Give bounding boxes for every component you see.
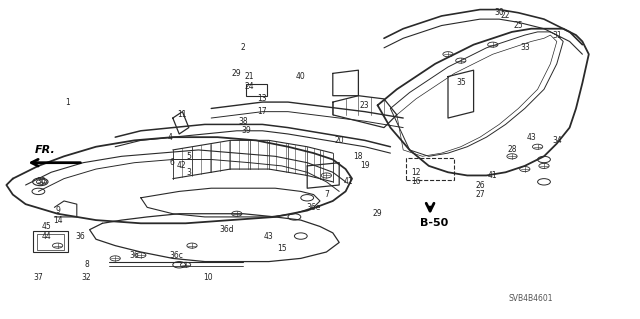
Text: 27: 27 (475, 190, 485, 199)
Bar (33, 231, 68, 252)
Text: 43: 43 (264, 232, 274, 241)
Text: FR.: FR. (35, 145, 56, 155)
Text: 42: 42 (176, 161, 186, 170)
Text: 7: 7 (324, 190, 329, 199)
Text: 34: 34 (552, 136, 562, 145)
Text: 5: 5 (186, 152, 191, 161)
Text: 20: 20 (334, 136, 344, 145)
Text: 28: 28 (508, 145, 516, 154)
Text: 26: 26 (475, 181, 485, 189)
Text: 31: 31 (552, 31, 562, 40)
Text: 16: 16 (411, 177, 421, 186)
Text: 8: 8 (84, 260, 89, 269)
Text: 36d: 36d (220, 225, 234, 234)
Text: 29: 29 (232, 69, 242, 78)
Text: 15: 15 (276, 244, 287, 253)
Text: 36: 36 (75, 232, 85, 241)
Text: 40: 40 (296, 72, 306, 81)
Text: 21: 21 (245, 72, 254, 81)
Text: 36e: 36e (307, 203, 321, 212)
Text: 25: 25 (513, 21, 524, 30)
Text: 4: 4 (167, 133, 172, 142)
Text: 32: 32 (81, 273, 92, 282)
Text: 9: 9 (55, 206, 60, 215)
Text: 19: 19 (360, 161, 370, 170)
Text: 30: 30 (36, 177, 47, 186)
Text: 37: 37 (33, 273, 44, 282)
Text: 44: 44 (41, 232, 51, 241)
Text: 13: 13 (257, 94, 268, 103)
Text: 24: 24 (244, 82, 255, 91)
Text: 33: 33 (520, 43, 530, 52)
Text: 41: 41 (488, 171, 498, 180)
Text: 36: 36 (129, 251, 140, 260)
Text: 38: 38 (238, 117, 248, 126)
Text: SVB4B4601: SVB4B4601 (509, 294, 554, 303)
Text: 11: 11 (178, 110, 187, 119)
Text: 10: 10 (203, 273, 213, 282)
Text: 18: 18 (354, 152, 363, 161)
Text: 2: 2 (241, 43, 246, 52)
Text: 41: 41 (344, 177, 354, 186)
Text: 43: 43 (526, 133, 536, 142)
Text: 45: 45 (41, 222, 51, 231)
Text: 14: 14 (52, 216, 63, 225)
Text: 29: 29 (372, 209, 383, 218)
Text: 36c: 36c (169, 251, 183, 260)
Bar (246, 84, 267, 96)
Bar (406, 158, 454, 180)
Text: 22: 22 (501, 11, 510, 20)
Text: 6: 6 (170, 158, 175, 167)
Text: 3: 3 (186, 168, 191, 177)
Text: 17: 17 (257, 107, 268, 116)
Bar (37, 234, 64, 250)
Text: 35: 35 (456, 78, 466, 87)
Text: B-50: B-50 (420, 219, 449, 228)
Text: 30: 30 (494, 8, 504, 17)
Text: 1: 1 (65, 98, 70, 107)
Text: 39: 39 (241, 126, 252, 135)
Text: 23: 23 (360, 101, 370, 110)
Text: 12: 12 (412, 168, 420, 177)
